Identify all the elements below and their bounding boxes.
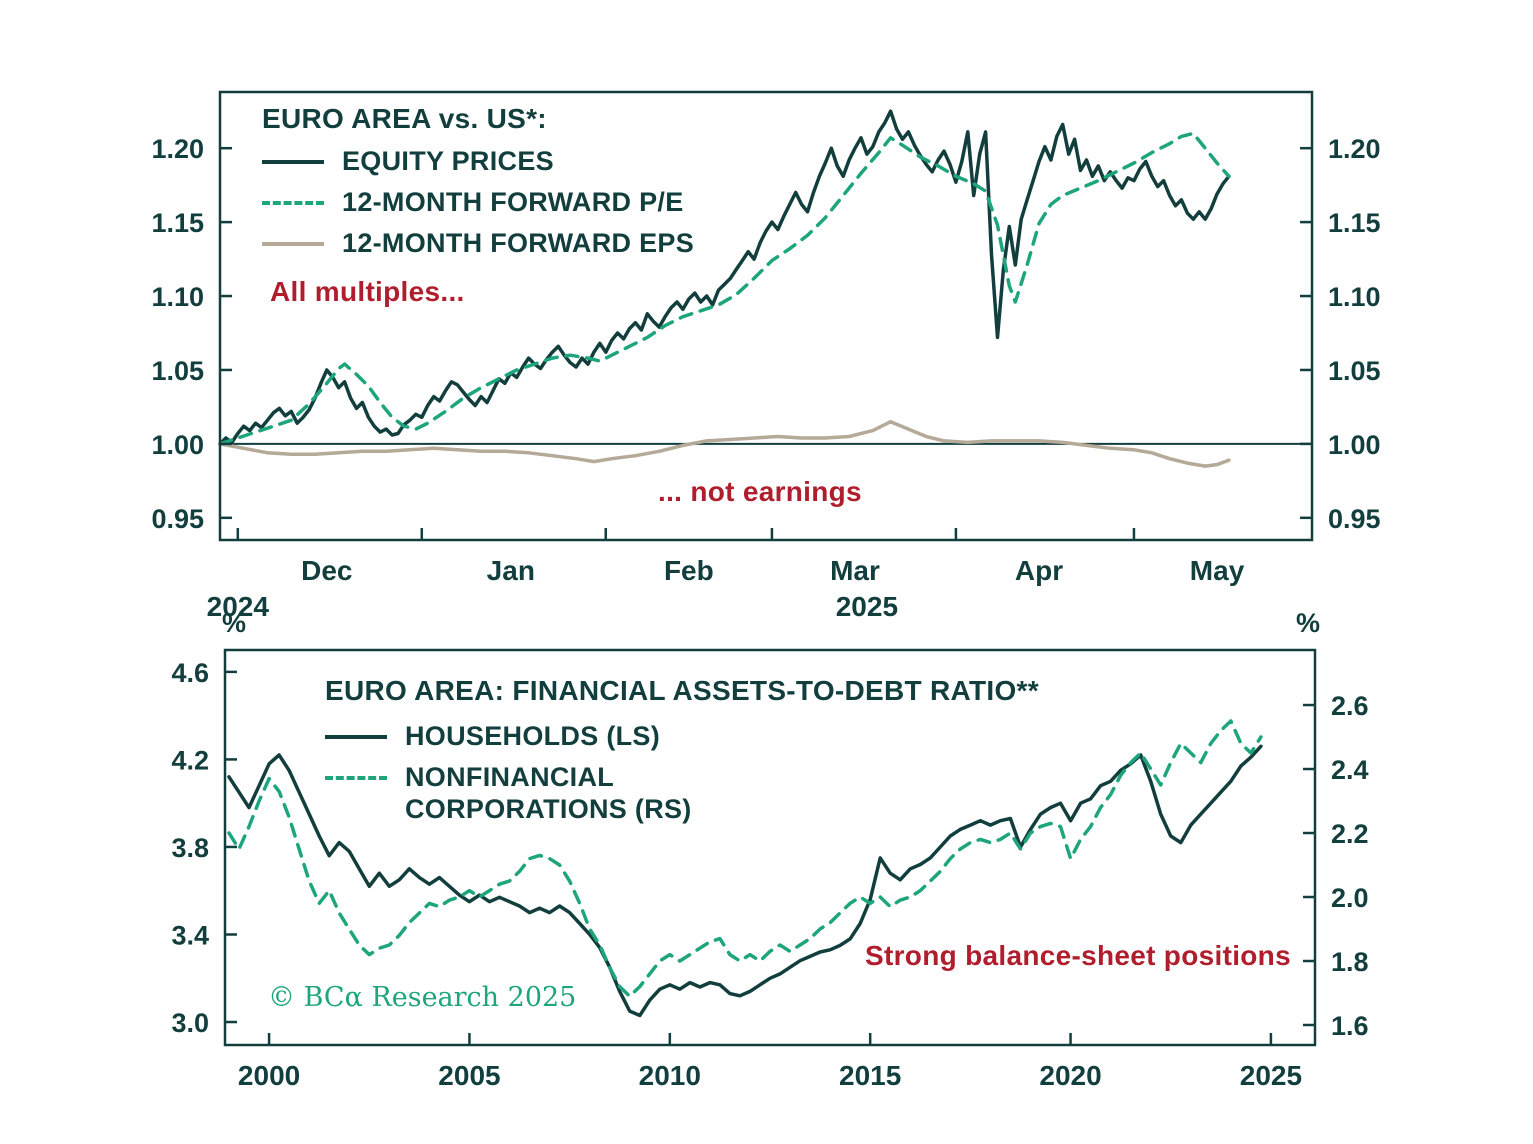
y-right-tick-label: 1.20 — [1328, 134, 1381, 164]
y-left-tick-label: 3.4 — [171, 920, 209, 950]
forward-pe-label: 12-MONTH FORWARD P/E — [342, 187, 684, 217]
y-right-tick-label: 0.95 — [1328, 504, 1381, 534]
legend-item-nonfinancial-corporations: NONFINANCIAL CORPORATIONS (RS) — [325, 761, 1039, 825]
legend-item-equity-prices: EQUITY PRICES — [262, 145, 694, 177]
annotation-not-earnings: ... not earnings — [658, 476, 862, 507]
legend-item-forward-eps: 12-MONTH FORWARD EPS — [262, 227, 694, 259]
households-label: HOUSEHOLDS (LS) — [405, 721, 661, 751]
x-tick-label: May — [1190, 555, 1245, 586]
y-left-tick-label: 3.0 — [171, 1008, 209, 1038]
x-year-label: 2024 — [207, 591, 270, 622]
x-tick-label: 2020 — [1039, 1060, 1101, 1091]
y-right-tick-label: 2.4 — [1331, 755, 1369, 785]
x-tick-label: Jan — [487, 555, 535, 586]
copyright-notice: © BCα Research 2025 — [268, 982, 577, 1013]
y-right-tick-label: 2.6 — [1331, 691, 1369, 721]
x-tick-label: 2005 — [438, 1060, 500, 1091]
y-right-tick-label: 2.0 — [1331, 883, 1369, 913]
annotation-all-multiples: All multiples... — [270, 276, 465, 307]
euro-area-vs-us-chart-frame — [218, 90, 1314, 542]
right-axis-unit: % — [1296, 608, 1321, 638]
top-chart-title: EURO AREA vs. US*: — [262, 103, 547, 134]
x-tick-label: 2025 — [1240, 1060, 1302, 1091]
households-line-swatch — [325, 735, 387, 739]
y-left-tick-label: 4.6 — [171, 658, 209, 688]
bottom-chart-title: EURO AREA: FINANCIAL ASSETS-TO-DEBT RATI… — [325, 675, 1039, 706]
bottom-chart-legend: EURO AREA: FINANCIAL ASSETS-TO-DEBT RATI… — [325, 674, 1039, 825]
households-line — [227, 744, 1263, 1018]
x-year-label: 2025 — [836, 591, 898, 622]
top-chart-legend: EURO AREA vs. US*: EQUITY PRICES 12-MONT… — [262, 102, 694, 259]
x-tick-label: 2010 — [639, 1060, 701, 1091]
equity-prices-label: EQUITY PRICES — [342, 146, 554, 176]
x-tick-label: Dec — [301, 555, 352, 586]
y-left-tick-label: 0.95 — [151, 504, 204, 534]
y-left-tick-label: 4.2 — [171, 745, 209, 775]
nonfinancial-corporations-label: NONFINANCIAL CORPORATIONS (RS) — [405, 762, 692, 824]
y-right-tick-label: 1.00 — [1328, 430, 1381, 460]
equity-prices-line — [218, 109, 1231, 446]
y-left-tick-label: 1.15 — [151, 208, 204, 238]
nonfinancial-corporations-line-swatch — [325, 776, 387, 780]
y-right-tick-label: 1.6 — [1331, 1011, 1369, 1041]
y-left-tick-label: 3.8 — [171, 833, 209, 863]
y-right-tick-label: 2.2 — [1331, 819, 1369, 849]
equity-prices-line-swatch — [262, 160, 324, 164]
y-right-tick-label: 1.15 — [1328, 208, 1381, 238]
x-tick-label: Feb — [664, 555, 714, 586]
x-tick-label: Apr — [1015, 555, 1063, 586]
x-tick-label: Mar — [830, 555, 880, 586]
y-right-tick-label: 1.05 — [1328, 356, 1381, 386]
legend-item-households: HOUSEHOLDS (LS) — [325, 720, 1039, 752]
y-left-tick-label: 1.05 — [151, 356, 204, 386]
forward-eps-line-swatch — [262, 242, 324, 246]
forward-eps-label: 12-MONTH FORWARD EPS — [342, 228, 695, 258]
nonfinancial-corporations-line — [227, 719, 1263, 998]
forward-eps-line — [218, 419, 1231, 468]
left-axis-unit: % — [222, 608, 247, 638]
y-right-tick-label: 1.10 — [1328, 282, 1381, 312]
y-left-tick-label: 1.20 — [151, 134, 204, 164]
annotation-balance-sheet: Strong balance-sheet positions — [865, 940, 1291, 971]
y-left-tick-label: 1.10 — [151, 282, 204, 312]
y-left-tick-label: 1.00 — [151, 430, 204, 460]
forward-pe-line-swatch — [262, 201, 324, 205]
y-right-tick-label: 1.8 — [1331, 947, 1369, 977]
legend-item-forward-pe: 12-MONTH FORWARD P/E — [262, 186, 694, 218]
x-tick-label: 2015 — [839, 1060, 901, 1091]
x-tick-label: 2000 — [238, 1060, 300, 1091]
